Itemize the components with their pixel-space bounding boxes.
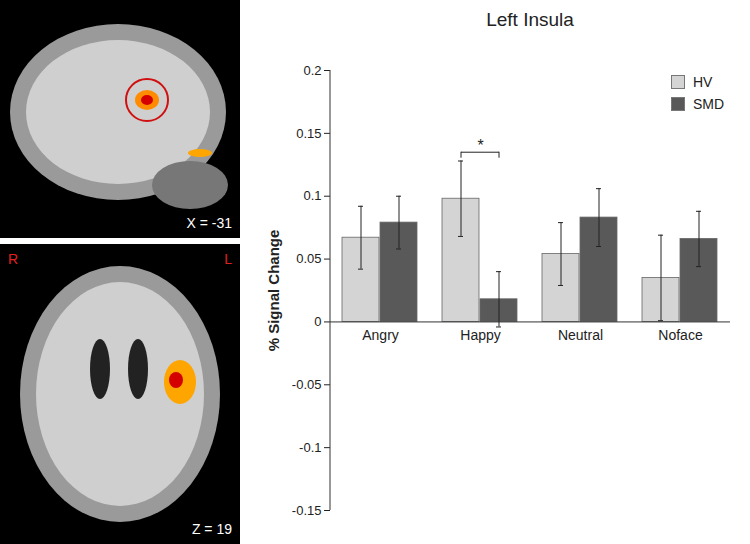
svg-text:0.05: 0.05	[296, 251, 321, 266]
svg-text:0.15: 0.15	[296, 126, 321, 141]
svg-text:-0.15: -0.15	[292, 503, 322, 518]
svg-text:L: L	[224, 251, 232, 267]
svg-text:Happy: Happy	[460, 327, 500, 343]
svg-text:-0.1: -0.1	[299, 440, 321, 455]
svg-text:Z = 19: Z = 19	[192, 521, 232, 537]
html-text:HV: HV	[692, 74, 713, 90]
svg-text:Angry: Angry	[362, 327, 399, 343]
svg-text:% Signal Change: % Signal Change	[265, 230, 282, 352]
svg-text:0: 0	[314, 314, 321, 329]
svg-text:Noface: Noface	[658, 327, 703, 343]
svg-text:0.2: 0.2	[303, 63, 321, 78]
html-text:Left Insula: Left Insula	[486, 9, 574, 30]
html-text:SMD: SMD	[692, 96, 724, 112]
svg-text:Neutral: Neutral	[558, 327, 603, 343]
svg-text:R: R	[8, 251, 18, 267]
svg-text:*: *	[477, 137, 483, 154]
svg-text:-0.05: -0.05	[292, 377, 322, 392]
svg-text:0.1: 0.1	[303, 188, 321, 203]
svg-text:X = -31: X = -31	[186, 215, 232, 231]
